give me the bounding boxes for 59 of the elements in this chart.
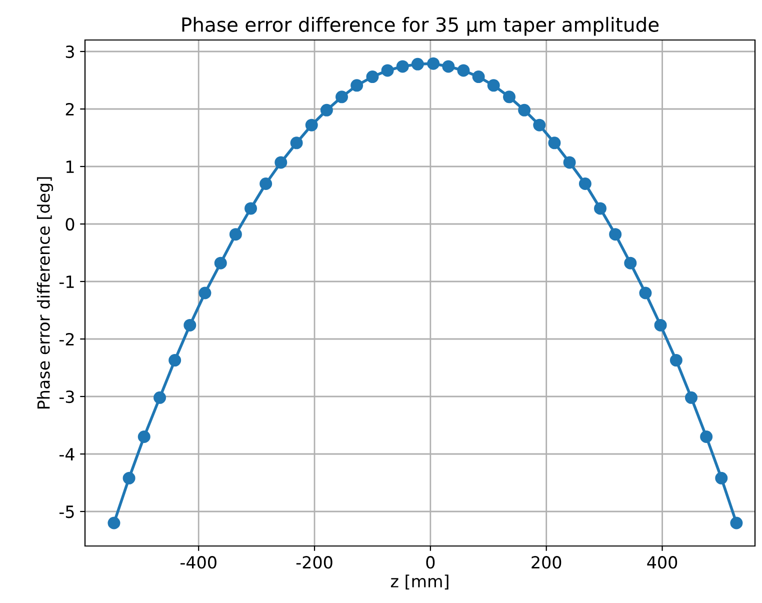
point [411, 58, 424, 70]
point [457, 64, 470, 77]
y-tick-label: -3 [59, 390, 74, 404]
point [214, 256, 227, 270]
y-tick-label: -5 [59, 506, 74, 518]
point [122, 472, 136, 484]
y-axis-title: Phase error difference [deg] [36, 177, 54, 409]
point [336, 90, 348, 104]
point [442, 60, 455, 73]
point [670, 354, 682, 367]
point [381, 64, 394, 77]
x-tick-label: -200 [296, 556, 332, 569]
point [396, 60, 409, 73]
point [198, 286, 212, 300]
y-tick-label: -2 [59, 332, 74, 346]
chart-title: Phase error difference for 35 μm taper amplitude [182, 16, 659, 36]
point [138, 430, 150, 443]
point [578, 178, 592, 190]
point [730, 516, 743, 530]
point [427, 57, 440, 70]
y-tick-label: -1 [59, 276, 74, 288]
point [518, 104, 531, 116]
y-tick-label: 0 [66, 218, 74, 231]
x-tick-label: 200 [532, 556, 562, 569]
point [533, 118, 546, 132]
point [154, 391, 166, 404]
point [594, 202, 606, 215]
point [260, 178, 272, 190]
y-tick-label: -4 [59, 448, 74, 460]
point [472, 70, 485, 84]
point [290, 136, 303, 150]
point [244, 202, 258, 215]
point [108, 516, 120, 530]
point [487, 79, 500, 92]
point [715, 472, 728, 484]
point [229, 228, 242, 241]
x-tick-label: 400 [647, 556, 678, 569]
point [274, 156, 288, 169]
point [548, 136, 561, 150]
point [654, 318, 667, 332]
y-tick-label: 2 [66, 102, 74, 116]
point [503, 90, 516, 104]
point [700, 430, 713, 443]
x-axis-title: z [mm] [390, 574, 448, 590]
point [639, 286, 652, 300]
point [184, 318, 196, 332]
point [609, 228, 622, 241]
x-tick-label: 0 [426, 556, 435, 569]
y-tick-label: 3 [66, 45, 74, 58]
x-tick-label: -400 [180, 556, 216, 569]
y-tick-label: 1 [66, 160, 74, 173]
point [684, 391, 698, 404]
point [350, 79, 364, 92]
point [563, 156, 576, 169]
point [305, 118, 318, 132]
point [168, 354, 182, 367]
point [624, 256, 637, 270]
point [320, 104, 333, 116]
point [366, 70, 379, 84]
